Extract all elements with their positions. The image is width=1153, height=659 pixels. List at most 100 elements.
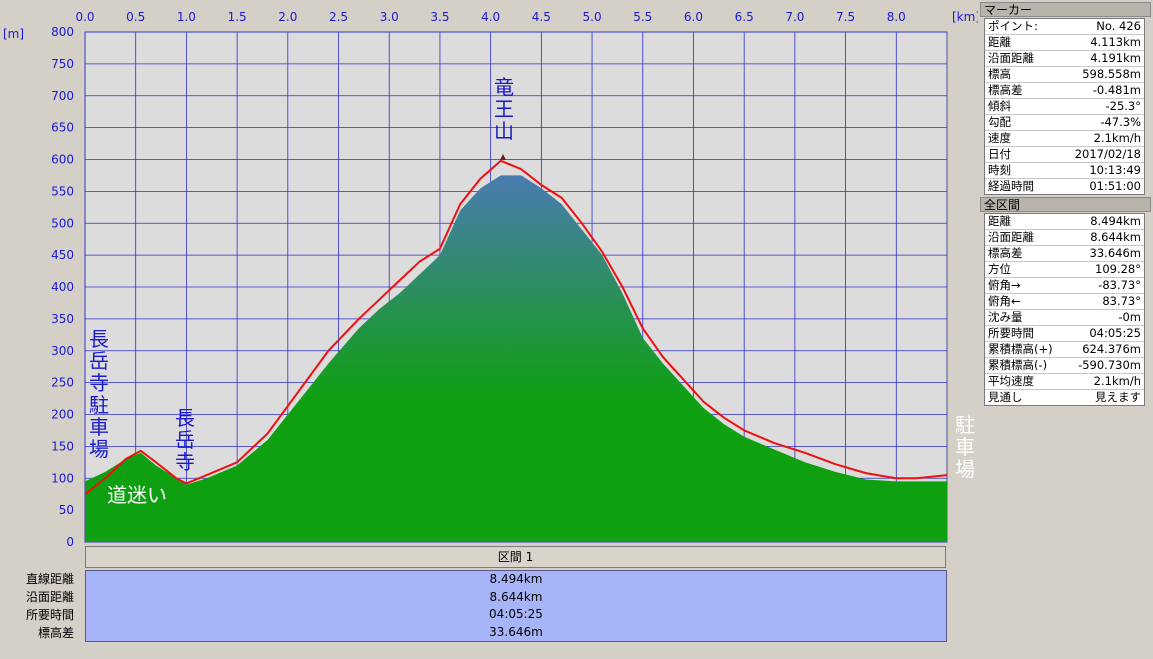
info-row: 勾配 -47.3% xyxy=(985,115,1144,131)
info-row: ポイント: No. 426 xyxy=(985,19,1144,35)
info-label: 見通し xyxy=(988,390,1023,404)
x-tick-label: 8.0 xyxy=(887,10,906,24)
info-row: 標高 598.558m xyxy=(985,67,1144,83)
info-row: 距離 4.113km xyxy=(985,35,1144,51)
info-label: 距離 xyxy=(988,214,1011,228)
info-value: No. 426 xyxy=(1096,19,1141,33)
info-row: 所要時間 04:05:25 xyxy=(985,326,1144,342)
info-row: 経過時間 01:51:00 xyxy=(985,179,1144,194)
stat-value: 8.644km xyxy=(489,589,543,604)
info-value: 04:05:25 xyxy=(1089,326,1141,340)
info-value: -590.730m xyxy=(1078,358,1141,372)
total-header[interactable]: 全区間 xyxy=(980,197,1151,212)
annotation-char: 場 xyxy=(89,437,109,461)
info-label: 経過時間 xyxy=(988,179,1034,193)
y-tick-label: 400 xyxy=(51,280,74,294)
info-row: 標高差 33.646m xyxy=(985,246,1144,262)
info-value: 83.73° xyxy=(1102,294,1141,308)
x-tick-label: 6.0 xyxy=(684,10,703,24)
info-value: 8.494km xyxy=(1090,214,1141,228)
annotation-char: 車 xyxy=(955,435,975,459)
info-row: 標高差 -0.481m xyxy=(985,83,1144,99)
info-value: 4.191km xyxy=(1090,51,1141,65)
info-label: 標高 xyxy=(988,67,1011,81)
info-row: 俯角← 83.73° xyxy=(985,294,1144,310)
y-tick-label: 150 xyxy=(51,439,74,453)
elevation-chart[interactable]: 0.0 0.5 1.0 1.5 2.0 2.5 3.0 3.5 4.0 4.5 5.0 5.5 6.0 6… xyxy=(0,0,978,659)
info-value: -0.481m xyxy=(1092,83,1141,97)
marker-header[interactable]: マーカー xyxy=(980,2,1151,17)
info-row: 沿面距離 4.191km xyxy=(985,51,1144,67)
y-tick-label: 100 xyxy=(51,471,74,485)
profile-area xyxy=(85,175,947,542)
annotation-lost: 道迷い xyxy=(107,483,167,507)
annotation-char: 竜 xyxy=(494,75,514,99)
y-tick-label: 450 xyxy=(51,248,74,262)
y-tick-label: 750 xyxy=(51,57,74,71)
y-tick-label: 350 xyxy=(51,312,74,326)
y-tick-label: 700 xyxy=(51,89,74,103)
info-value: 4.113km xyxy=(1090,35,1141,49)
info-row: 沿面距離 8.644km xyxy=(985,230,1144,246)
x-tick-label: 7.0 xyxy=(785,10,804,24)
y-tick-label: 550 xyxy=(51,184,74,198)
info-value: 2017/02/18 xyxy=(1074,147,1141,161)
segment-tab[interactable]: 区間 1 xyxy=(85,546,946,568)
x-tick-label: 5.5 xyxy=(633,10,652,24)
stat-label: 沿面距離 xyxy=(25,590,74,604)
stat-value: 04:05:25 xyxy=(489,607,543,621)
y-tick-label: 50 xyxy=(59,503,74,517)
info-label: 沈み量 xyxy=(988,310,1023,324)
info-value: 8.644km xyxy=(1090,230,1141,244)
info-value: 33.646m xyxy=(1089,246,1141,260)
info-value: 624.376m xyxy=(1082,342,1141,356)
info-row: 俯角→ -83.73° xyxy=(985,278,1144,294)
info-row: 距離 8.494km xyxy=(985,214,1144,230)
info-label: 日付 xyxy=(988,147,1011,161)
annotation-char: 車 xyxy=(89,415,109,439)
info-label: 勾配 xyxy=(988,115,1011,129)
annotation-char: 長 xyxy=(175,406,195,430)
info-label: 所要時間 xyxy=(988,326,1034,340)
annotation-summit: 竜王山 xyxy=(494,75,514,143)
info-label: 沿面距離 xyxy=(988,230,1034,244)
track-line xyxy=(84,159,948,495)
y-tick-labels: 0 50 100 150 200 250 300 350 400 450 500 550 600 650 7… xyxy=(51,25,74,549)
x-tick-label: 5.0 xyxy=(583,10,602,24)
info-value: 10:13:49 xyxy=(1089,163,1141,177)
info-row: 累積標高(-) -590.730m xyxy=(985,358,1144,374)
annotation-char: 岳 xyxy=(175,428,195,452)
x-tick-label: 0.5 xyxy=(126,10,145,24)
y-tick-label: 800 xyxy=(51,25,74,39)
stat-label: 標高差 xyxy=(37,626,74,640)
annotation-char: 山 xyxy=(494,119,514,143)
stat-label: 直線距離 xyxy=(25,572,74,586)
y-tick-label: 200 xyxy=(51,408,74,422)
info-row: 平均速度 2.1km/h xyxy=(985,374,1144,390)
info-value: 2.1km/h xyxy=(1093,131,1141,145)
stat-label: 所要時間 xyxy=(25,608,74,622)
x-tick-label: 7.5 xyxy=(836,10,855,24)
marker-pin-icon xyxy=(500,154,506,160)
y-tick-label: 250 xyxy=(51,376,74,390)
stats-values: 8.494km 8.644km 04:05:25 33.646m xyxy=(85,570,947,642)
annotation-char: 岳 xyxy=(89,349,109,373)
info-value: 109.28° xyxy=(1095,262,1141,276)
annotation-temple: 長岳寺 xyxy=(175,406,195,474)
info-row: 方位 109.28° xyxy=(985,262,1144,278)
info-label: 俯角← xyxy=(988,294,1021,308)
annotation-char: 寺 xyxy=(89,371,109,395)
annotation-char: 場 xyxy=(955,457,975,481)
x-tick-label: 2.5 xyxy=(329,10,348,24)
x-tick-labels: 0.0 0.5 1.0 1.5 2.0 2.5 3.0 3.5 4.0 4.5 5.0 5.5 6.0 6… xyxy=(75,10,905,24)
info-row: 見通し 見えます xyxy=(985,390,1144,405)
info-label: 俯角→ xyxy=(988,278,1021,292)
stat-value: 8.494km xyxy=(489,572,543,586)
x-tick-label: 3.5 xyxy=(430,10,449,24)
annotation-char: 駐 xyxy=(89,393,109,417)
annotation-char: 寺 xyxy=(175,450,195,474)
y-unit: [m] xyxy=(3,27,24,41)
y-tick-label: 650 xyxy=(51,121,74,135)
info-value: -47.3% xyxy=(1100,115,1141,129)
